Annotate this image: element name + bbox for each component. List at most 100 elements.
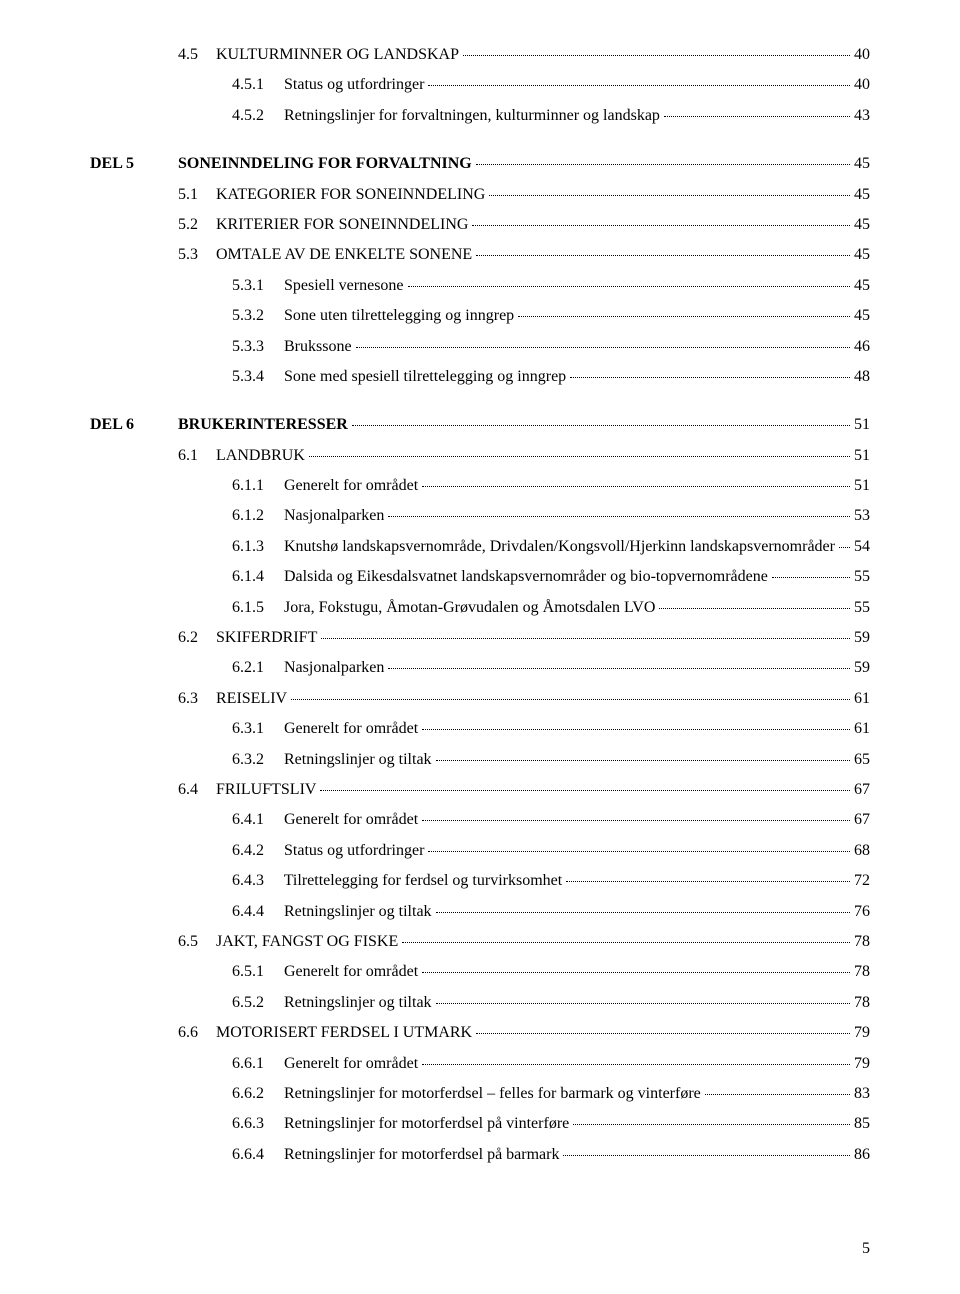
toc-entry: 6.6 MOTORISERT FERDSEL I UTMARK 79 (178, 1018, 870, 1048)
toc-num: 6.1 (178, 441, 212, 471)
leader-dots (489, 183, 850, 196)
toc-num: 4.5.1 (232, 70, 280, 100)
toc-page-num: 45 (852, 301, 870, 331)
del-label: DEL 6 (90, 416, 178, 434)
toc-num: 6.6.4 (232, 1140, 280, 1170)
toc-title: Tilrettelegging for ferdsel og turvirkso… (284, 872, 562, 889)
toc-page-num: 59 (852, 653, 870, 683)
toc-num: 6.1.2 (232, 501, 280, 531)
toc-num: 6.3.1 (232, 714, 280, 744)
toc-num: 6.1.4 (232, 562, 280, 592)
toc-entry: 6.1.1 Generelt for området 51 (232, 471, 870, 501)
toc-entry: 4.5 KULTURMINNER OG LANDSKAP 40 (178, 40, 870, 70)
toc-num: 6.6.1 (232, 1049, 280, 1079)
toc-entry: 6.1.4 Dalsida og Eikesdalsvatnet landska… (232, 562, 870, 592)
toc-page-num: 48 (852, 362, 870, 392)
toc-title: BRUKERINTERESSER (178, 410, 350, 440)
leader-dots (422, 808, 850, 821)
toc-num: 5.3.3 (232, 332, 280, 362)
toc-page-num: 45 (852, 180, 870, 210)
toc-page-num: 46 (852, 332, 870, 362)
toc-section-del6: DEL 6 BRUKERINTERESSER 51 6.1 LANDBRUK 5… (90, 410, 870, 1170)
toc-entry: 4.5.1 Status og utfordringer 40 (232, 70, 870, 100)
toc-title: Spesiell vernesone (284, 277, 404, 294)
leader-dots (388, 656, 850, 669)
toc-page-num: 83 (852, 1079, 870, 1109)
leader-dots (356, 335, 850, 348)
toc-entry: 6.2.1 Nasjonalparken 59 (232, 653, 870, 683)
toc-title: OMTALE AV DE ENKELTE SONENE (216, 246, 472, 263)
toc-entry: 6.1.3 Knutshø landskapsvernområde, Drivd… (232, 532, 870, 562)
toc-entry: 6.1.2 Nasjonalparken 53 (232, 501, 870, 531)
leader-dots (422, 717, 850, 730)
toc-page-num: 79 (852, 1018, 870, 1048)
toc-title: Generelt for området (284, 720, 418, 737)
leader-dots (320, 778, 850, 791)
toc-entry: 6.6.2 Retningslinjer for motorferdsel – … (232, 1079, 870, 1109)
toc-page-num: 76 (852, 897, 870, 927)
toc-num: 5.2 (178, 210, 212, 240)
toc-entry: 6.6.3 Retningslinjer for motorferdsel på… (232, 1109, 870, 1139)
leader-dots (772, 565, 850, 578)
toc-entry: 4.5.2 Retningslinjer for forvaltningen, … (232, 101, 870, 131)
leader-dots (463, 43, 850, 56)
toc-num: 6.3.2 (232, 745, 280, 775)
leader-dots (476, 1021, 850, 1034)
toc-section-2-content: BRUKERINTERESSER 51 6.1 LANDBRUK 51 6.1.… (178, 410, 870, 1170)
toc-num: 6.3 (178, 684, 212, 714)
toc-page-num: 45 (852, 240, 870, 270)
leader-dots (436, 900, 850, 913)
leader-dots (566, 869, 850, 882)
leader-dots (428, 839, 850, 852)
toc-num: 5.3.4 (232, 362, 280, 392)
toc-title: Generelt for området (284, 1055, 418, 1072)
toc-del-title: SONEINNDELING FOR FORVALTNING 45 (178, 149, 870, 179)
leader-dots (422, 474, 850, 487)
toc-section-del5: DEL 5 SONEINNDELING FOR FORVALTNING 45 5… (90, 149, 870, 392)
toc-page-num: 55 (852, 562, 870, 592)
toc-num: 4.5.2 (232, 101, 280, 131)
toc-page-num: 67 (852, 805, 870, 835)
leader-dots (436, 991, 850, 1004)
toc-entry: 6.3 REISELIV 61 (178, 684, 870, 714)
toc-num: 6.6.2 (232, 1079, 280, 1109)
toc-num: 5.3.2 (232, 301, 280, 331)
leader-dots (408, 274, 850, 287)
toc-title: MOTORISERT FERDSEL I UTMARK (216, 1024, 472, 1041)
toc-title: Retningslinjer og tiltak (284, 903, 432, 920)
toc-num: 6.5 (178, 927, 212, 957)
toc-page-num: 45 (852, 210, 870, 240)
toc-entry: 5.2 KRITERIER FOR SONEINNDELING 45 (178, 210, 870, 240)
toc-entry: 6.4.1 Generelt for området 67 (232, 805, 870, 835)
page-number: 5 (862, 1240, 870, 1258)
toc-title: Nasjonalparken (284, 507, 384, 524)
toc-num: 6.1.3 (232, 532, 280, 562)
toc-page-num: 54 (852, 532, 870, 562)
toc-title: SKIFERDRIFT (216, 629, 317, 646)
toc-title: Jora, Fokstugu, Åmotan-Grøvudalen og Åmo… (284, 599, 655, 616)
leader-dots (321, 626, 850, 639)
toc-section-1-content: SONEINNDELING FOR FORVALTNING 45 5.1 KAT… (178, 149, 870, 392)
toc-entry: 6.5.1 Generelt for området 78 (232, 957, 870, 987)
leader-dots (476, 243, 850, 256)
toc-section-continuation: 4.5 KULTURMINNER OG LANDSKAP 40 4.5.1 St… (90, 40, 870, 131)
toc-num: 6.2.1 (232, 653, 280, 683)
leader-dots (573, 1112, 850, 1125)
toc-num: 6.1.1 (232, 471, 280, 501)
toc-entry: 6.4.3 Tilrettelegging for ferdsel og tur… (232, 866, 870, 896)
toc-page-num: 45 (852, 149, 870, 179)
toc-num: 6.6.3 (232, 1109, 280, 1139)
toc-num: 6.5.1 (232, 957, 280, 987)
toc-title: Generelt for området (284, 811, 418, 828)
toc-entry: 6.4 FRILUFTSLIV 67 (178, 775, 870, 805)
toc-title: SONEINNDELING FOR FORVALTNING (178, 149, 474, 179)
toc-section-0-content: 4.5 KULTURMINNER OG LANDSKAP 40 4.5.1 St… (178, 40, 870, 131)
toc-title: Retningslinjer for motorferdsel – felles… (284, 1085, 701, 1102)
toc-del-title: BRUKERINTERESSER 51 (178, 410, 870, 440)
toc-num: 6.2 (178, 623, 212, 653)
toc-page-num: 59 (852, 623, 870, 653)
toc-page-num: 65 (852, 745, 870, 775)
toc-entry: 5.3.1 Spesiell vernesone 45 (232, 271, 870, 301)
toc-entry: 6.3.1 Generelt for området 61 (232, 714, 870, 744)
toc-page-num: 55 (852, 593, 870, 623)
